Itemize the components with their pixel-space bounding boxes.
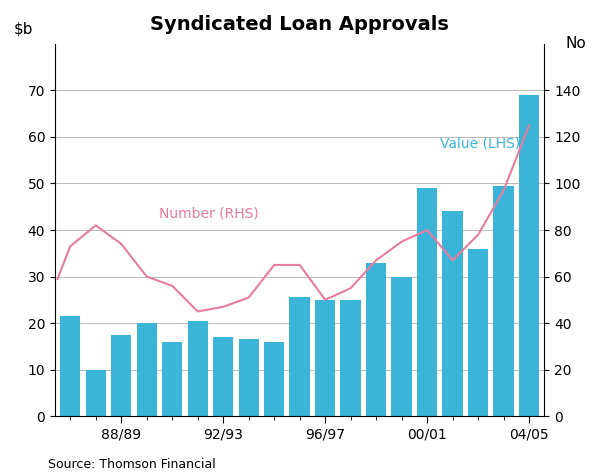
Bar [315, 300, 335, 416]
Title: Syndicated Loan Approvals: Syndicated Loan Approvals [150, 15, 449, 34]
Bar [493, 186, 514, 416]
Text: Value (LHS): Value (LHS) [440, 137, 520, 151]
Y-axis label: No: No [566, 37, 587, 51]
Bar [188, 321, 208, 416]
Bar [289, 298, 310, 416]
Bar [60, 316, 80, 416]
Bar [391, 277, 412, 416]
Bar [162, 342, 182, 416]
Text: Number (RHS): Number (RHS) [160, 207, 259, 221]
Bar [239, 339, 259, 416]
Y-axis label: $b: $b [13, 21, 33, 37]
Bar [264, 342, 284, 416]
Bar [137, 323, 157, 416]
Bar [417, 188, 437, 416]
Bar [468, 248, 488, 416]
Bar [213, 337, 233, 416]
Bar [340, 300, 361, 416]
Bar [519, 95, 539, 416]
Bar [442, 211, 463, 416]
Bar [111, 335, 131, 416]
Bar [366, 263, 386, 416]
Text: Source: Thomson Financial: Source: Thomson Financial [48, 458, 216, 471]
Bar [86, 370, 106, 416]
